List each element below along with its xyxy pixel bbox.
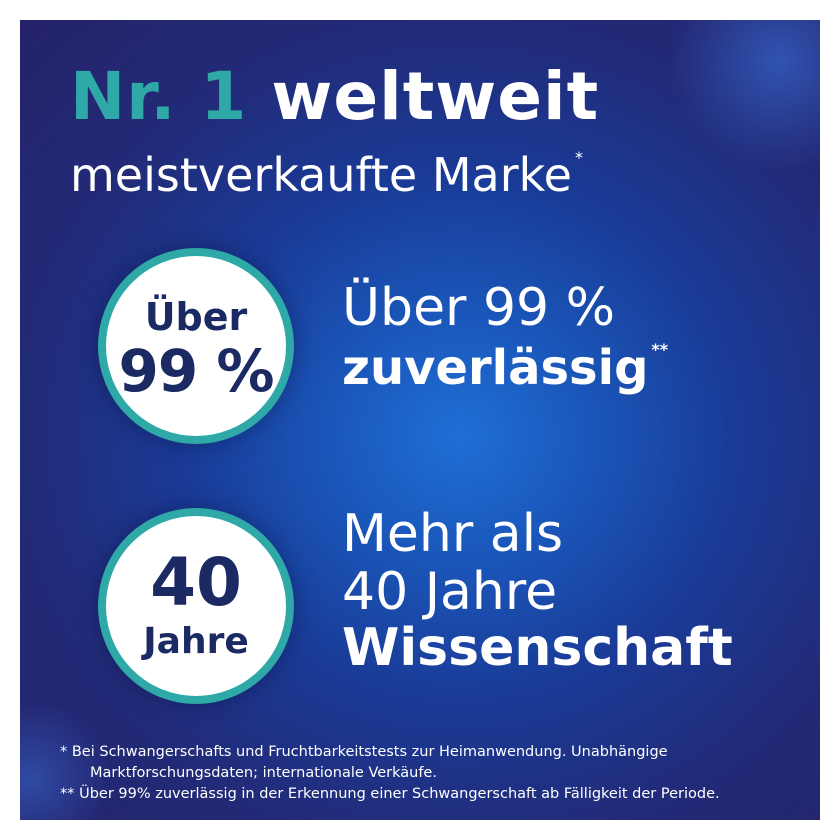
science-line-1: Mehr als bbox=[342, 504, 564, 564]
science-line-3: Wissenschaft bbox=[342, 618, 733, 678]
reliability-statement: Über 99 % zuverlässig ** bbox=[342, 282, 668, 392]
subline-text: meistverkaufte Marke bbox=[70, 148, 572, 202]
reliability-footnote-mark: ** bbox=[651, 340, 669, 359]
years-badge-value: 40 bbox=[150, 544, 242, 621]
footnotes: * Bei Schwangerschafts und Fruchtbarkeit… bbox=[60, 742, 800, 805]
promo-card: Nr. 1 weltweit meistverkaufte Marke * Übe… bbox=[20, 20, 820, 820]
headline-accent: Nr. 1 bbox=[70, 58, 248, 135]
reliability-line-1: Über 99 % bbox=[342, 278, 616, 338]
years-badge: 40 Jahre bbox=[98, 508, 294, 704]
subline-footnote-mark: * bbox=[574, 148, 583, 167]
headline: Nr. 1 weltweit bbox=[70, 64, 599, 130]
footnote-2: ** Über 99% zuverlässig in der Erkennung… bbox=[60, 786, 720, 802]
reliability-word: zuverlässig bbox=[342, 340, 649, 396]
reliability-line-2: zuverlässig ** bbox=[342, 342, 668, 393]
subline: meistverkaufte Marke * bbox=[70, 150, 583, 199]
science-statement: Mehr als 40 Jahre Wissenschaft bbox=[342, 508, 733, 674]
science-line-2: 40 Jahre bbox=[342, 562, 558, 622]
reliability-badge-top: Über bbox=[144, 295, 248, 339]
headline-rest: weltweit bbox=[271, 58, 600, 135]
footnote-1-line-1: * Bei Schwangerschafts und Fruchtbarkeit… bbox=[60, 744, 668, 760]
footnote-1-line-2: Marktforschungsdaten; internationale Ver… bbox=[90, 765, 437, 781]
years-badge-unit: Jahre bbox=[143, 621, 249, 662]
reliability-badge-value: 99 % bbox=[118, 337, 274, 405]
reliability-badge: Über 99 % bbox=[98, 248, 294, 444]
